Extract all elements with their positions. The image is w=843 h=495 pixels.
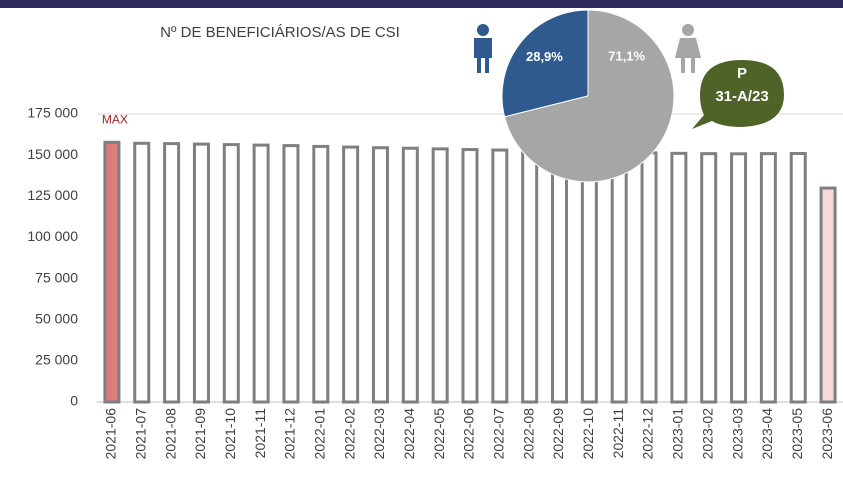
x-tick-label: 2022-02 bbox=[341, 408, 357, 460]
x-tick-label: 2023-04 bbox=[759, 408, 775, 460]
x-tick-label: 2022-09 bbox=[550, 408, 566, 460]
x-tick-label: 2023-02 bbox=[699, 408, 715, 460]
y-tick-label: 125 000 bbox=[27, 187, 78, 203]
y-tick-label: 175 000 bbox=[27, 105, 78, 121]
bar bbox=[222, 143, 240, 404]
x-tick-label: 2021-11 bbox=[252, 408, 268, 459]
speech-bubble: P 31-A/23 bbox=[692, 60, 784, 129]
bar bbox=[819, 186, 837, 404]
x-tick-label: 2021-12 bbox=[282, 408, 298, 460]
bar bbox=[192, 142, 210, 404]
bar bbox=[342, 145, 360, 404]
bubble-text: 31-A/23 bbox=[715, 88, 768, 105]
x-tick-label: 2022-07 bbox=[491, 408, 507, 460]
y-tick-label: 75 000 bbox=[35, 269, 78, 285]
y-tick-label: 100 000 bbox=[27, 228, 78, 244]
bar bbox=[103, 140, 121, 404]
x-tick-label: 2021-07 bbox=[132, 408, 148, 460]
bar bbox=[789, 151, 807, 404]
max-label: MAX bbox=[102, 112, 128, 126]
x-tick-label: 2022-03 bbox=[371, 408, 387, 460]
pie-slice bbox=[503, 9, 675, 183]
chart-title: Nº DE BENEFICIÁRIOS/AS DE CSI bbox=[160, 24, 400, 41]
male-icon bbox=[474, 24, 492, 73]
x-tick-label: 2021-09 bbox=[192, 408, 208, 460]
bubble-text: P bbox=[737, 65, 747, 82]
bar bbox=[431, 147, 449, 404]
y-tick-label: 25 000 bbox=[35, 352, 78, 368]
bar bbox=[401, 146, 419, 404]
pie-label: 28,9% bbox=[526, 49, 563, 64]
x-tick-label: 2021-06 bbox=[103, 408, 119, 460]
x-tick-label: 2022-08 bbox=[520, 408, 536, 460]
bar bbox=[521, 149, 539, 404]
bar bbox=[730, 152, 748, 404]
bar bbox=[133, 141, 151, 404]
x-tick-label: 2023-03 bbox=[729, 408, 745, 460]
x-tick-label: 2023-06 bbox=[819, 408, 835, 460]
bar bbox=[551, 149, 569, 404]
pie: 28,9% 71,1% bbox=[501, 9, 675, 183]
bar bbox=[371, 146, 389, 404]
bar bbox=[312, 144, 330, 404]
x-tick-label: 2022-11 bbox=[610, 408, 626, 459]
bar bbox=[282, 144, 300, 404]
pie-slice bbox=[501, 9, 589, 118]
x-tick-label: 2022-06 bbox=[461, 408, 477, 460]
female-icon bbox=[675, 24, 701, 73]
y-tick-label: 150 000 bbox=[27, 146, 78, 162]
x-tick-label: 2021-10 bbox=[222, 408, 238, 460]
bar bbox=[700, 152, 718, 404]
bar bbox=[163, 142, 181, 404]
bar bbox=[610, 150, 628, 404]
plot: 0 25 000 50 000 75 000 100 000 125 000 150 000… bbox=[27, 105, 843, 460]
top-bar bbox=[0, 0, 843, 8]
bar bbox=[461, 148, 479, 404]
y-tick-label: 50 000 bbox=[35, 310, 78, 326]
bar bbox=[491, 148, 509, 404]
bar bbox=[252, 143, 270, 404]
bar bbox=[759, 152, 777, 404]
x-tick-label: 2023-05 bbox=[789, 408, 805, 460]
x-tick-label: 2022-04 bbox=[401, 408, 417, 460]
y-tick-label: 0 bbox=[70, 393, 78, 409]
pie-label: 71,1% bbox=[608, 48, 645, 63]
bar bbox=[640, 151, 658, 404]
bar bbox=[580, 150, 598, 404]
x-tick-label: 2022-01 bbox=[312, 408, 328, 460]
x-tick-label: 2022-10 bbox=[580, 408, 596, 460]
x-tick-label: 2023-01 bbox=[670, 408, 686, 460]
bar bbox=[670, 151, 688, 404]
x-tick-label: 2022-05 bbox=[431, 408, 447, 460]
x-tick-label: 2022-12 bbox=[640, 408, 656, 460]
x-tick-label: 2021-08 bbox=[162, 408, 178, 460]
